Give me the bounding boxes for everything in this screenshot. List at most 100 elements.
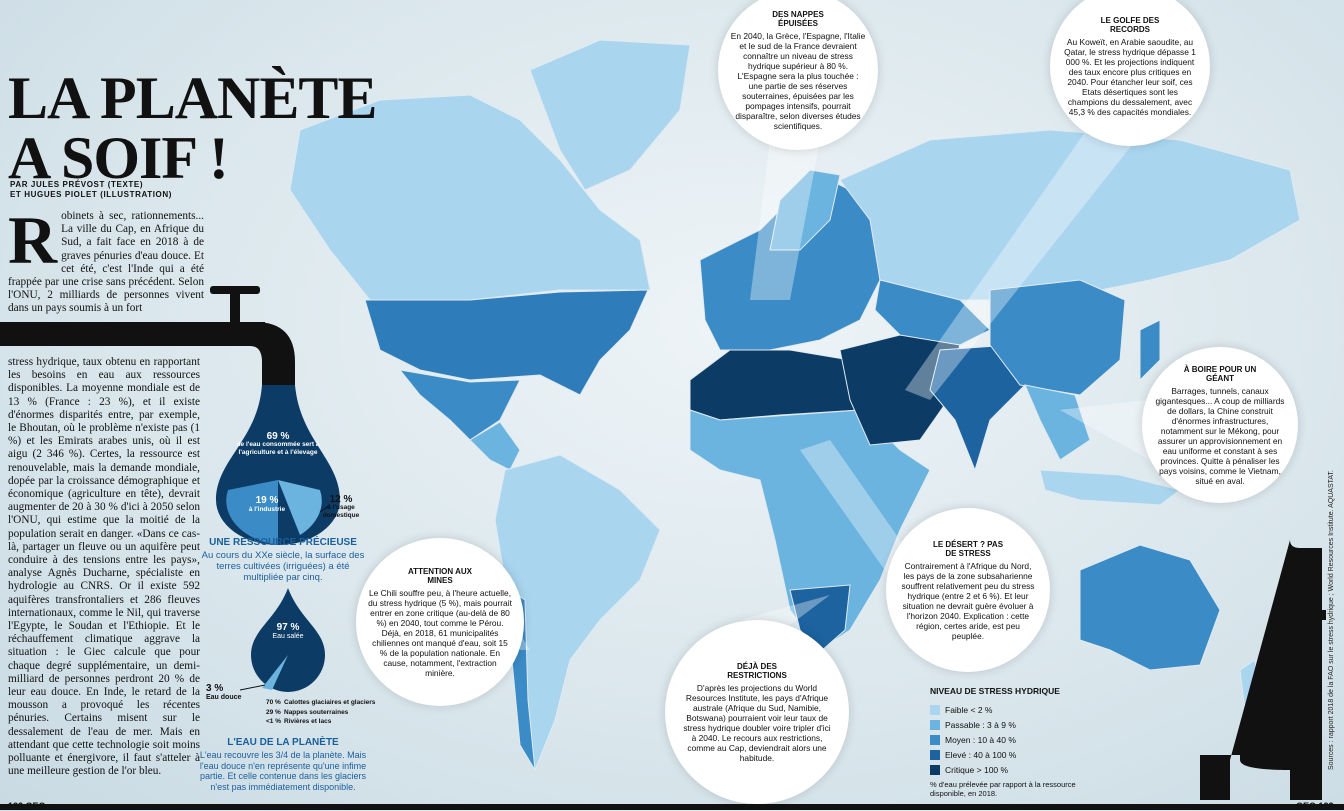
industry-block: 19 % à l'industrie	[240, 496, 294, 514]
breakdown-row: 70 % Calottes glaciaires et glaciers	[266, 698, 375, 708]
drop-planet	[251, 588, 325, 692]
legend-row: Critique > 100 %	[930, 762, 1080, 777]
japan	[1139, 319, 1161, 382]
pipe-right-flange	[1282, 610, 1326, 620]
resource-title: UNE RESSOURCE PRÉCIEUSE	[209, 537, 357, 548]
callout-text: Barrages, tunnels, canaux gigantesques..…	[1155, 385, 1285, 486]
southeast-asia	[1024, 384, 1091, 461]
beam	[750, 140, 820, 300]
legend-row: Passable : 3 à 9 %	[930, 717, 1080, 732]
salt-value: 97 %	[276, 622, 300, 633]
byline-line: ET HUGUES PIOLET (ILLUSTRATION)	[10, 190, 173, 199]
agri-value: 69 %	[266, 431, 290, 442]
callout: DES NAPPES ÉPUISÉES En 2040, la Grèce, l'…	[718, 0, 878, 150]
leader	[319, 504, 331, 513]
agri-block: 69 % de l'eau consommée sert à l'agricul…	[232, 432, 324, 456]
callout-text: Le Chili souffre peu, à l'heure actuelle…	[368, 587, 512, 678]
industry-label: à l'industrie	[248, 506, 286, 513]
page-number-right: GEO 123	[1296, 801, 1334, 811]
footer-strip	[0, 804, 1344, 810]
callout: ATTENTION AUX MINES Le Chili souffre peu,…	[356, 538, 524, 706]
leader	[239, 684, 266, 691]
callout-title: DES NAPPES ÉPUISÉES	[772, 9, 824, 29]
planet-text: L'eau recouvre les 3/4 de la planète. Ma…	[199, 750, 367, 792]
breakdown-value: 70 %	[266, 699, 281, 706]
drop-fresh	[262, 655, 288, 690]
legend-row: Faible < 2 %	[930, 702, 1080, 717]
legend-title: NIVEAU DE STRESS HYDRIQUE	[930, 686, 1060, 696]
scandinavia	[769, 169, 841, 251]
resource-text: Au cours du XXe siècle, la surface des t…	[201, 550, 365, 583]
legend-swatch	[930, 734, 940, 745]
legend-label: Critique > 100 %	[945, 764, 1009, 775]
legend-row: Moyen : 10 à 40 %	[930, 732, 1080, 747]
paragraph-text: obinets à sec, rationnements... La ville…	[8, 210, 204, 315]
legend-label: Elevé : 40 à 100 %	[945, 749, 1017, 760]
greenland	[529, 39, 691, 191]
drop-use-industry	[226, 480, 278, 545]
drop-cap: R	[8, 202, 58, 278]
callout: DÉJÀ DES RESTRICTIONS D'après les project…	[665, 620, 849, 804]
pipe-right	[1200, 540, 1322, 800]
drops	[216, 385, 340, 692]
industry-value: 19 %	[255, 495, 279, 506]
legend-note: % d'eau prélevée par rapport à la ressou…	[930, 780, 1076, 798]
light-beams	[500, 125, 1150, 650]
callout: LE DÉSERT ? PAS DE STRESS Contrairement à…	[886, 508, 1050, 672]
salt-label: Eau salée	[272, 633, 304, 640]
byline: PAR JULES PRÉVOST (TEXTE) ET HUGUES PIOL…	[10, 180, 172, 200]
tap-handle	[210, 286, 260, 294]
sources: Sources : rapport 2018 de la FAO sur le …	[1328, 470, 1335, 770]
legend-label: Moyen : 10 à 40 %	[945, 734, 1016, 745]
legend-swatch	[930, 719, 940, 730]
legend-swatch	[930, 764, 940, 775]
byline-line: PAR JULES PRÉVOST (TEXTE)	[10, 180, 144, 189]
mexico	[398, 369, 521, 441]
fresh-block: 3 % Eau douce	[206, 684, 241, 702]
breakdown-value: 29 %	[266, 708, 281, 716]
breakdown-row: <1 % Rivières et lacs	[266, 717, 375, 727]
legend-swatch	[930, 704, 940, 715]
callout-text: Contrairement à l'Afrique du Nord, les p…	[901, 560, 1035, 641]
page-number-left: 122 GEO	[8, 801, 46, 811]
callout: LE GOLFE DES RECORDS Au Koweït, en Arabie…	[1050, 0, 1210, 146]
fresh-label: Eau douce	[206, 694, 242, 701]
breakdown: 70 % Calottes glaciaires et glaciers 29 % N…	[266, 698, 375, 727]
legend-label: Faible < 2 %	[945, 704, 993, 715]
title: LA PLANÈTE A SOIF !	[8, 68, 377, 191]
breakdown-label: Rivières et lacs	[284, 718, 332, 725]
callout: À BOIRE POUR UN GÉANT Barrages, tunnels, …	[1142, 347, 1298, 503]
indonesia	[1039, 469, 1182, 506]
tap	[0, 286, 1326, 800]
breakdown-row: 29 % Nappes souterraines	[266, 708, 375, 718]
callout-text: D'après les projections du World Resourc…	[683, 682, 831, 763]
pipe	[0, 322, 265, 346]
planet-title: L'EAU DE LA PLANÈTE	[227, 737, 339, 748]
domestic-block: 12 % à l'usage domestique	[318, 495, 364, 520]
callout-title: DÉJÀ DES RESTRICTIONS	[727, 661, 787, 681]
callout-text: En 2040, la Grèce, l'Espagne, l'Italie e…	[730, 30, 866, 131]
paragraph: stress hydrique, taux obtenu en rapporta…	[8, 356, 200, 778]
central-america	[469, 421, 521, 471]
legend: NIVEAU DE STRESS HYDRIQUE Faible < 2 % Pa…	[930, 686, 1080, 798]
beam	[740, 595, 830, 625]
usa	[364, 289, 649, 396]
legend-items: Faible < 2 % Passable : 3 à 9 % Moyen : 10…	[930, 702, 1080, 777]
tap-stem	[230, 292, 240, 324]
legend-swatch	[930, 749, 940, 760]
china	[989, 279, 1126, 396]
agri-label: de l'eau consommée sert à l'agriculture …	[236, 441, 320, 456]
continents	[289, 39, 1301, 772]
callout-title: À BOIRE POUR UN GÉANT	[1183, 364, 1257, 384]
breakdown-label: Calottes glaciaires et glaciers	[284, 699, 376, 706]
domestic-label: à l'usage domestique	[322, 504, 360, 519]
breakdown-label: Nappes souterraines	[284, 708, 349, 716]
title-line: A SOIF !	[8, 125, 229, 191]
north-africa	[689, 349, 861, 421]
beam	[905, 125, 1140, 400]
callout-title: LE GOLFE DES RECORDS	[1100, 15, 1160, 35]
fresh-value: 3 %	[206, 683, 224, 694]
